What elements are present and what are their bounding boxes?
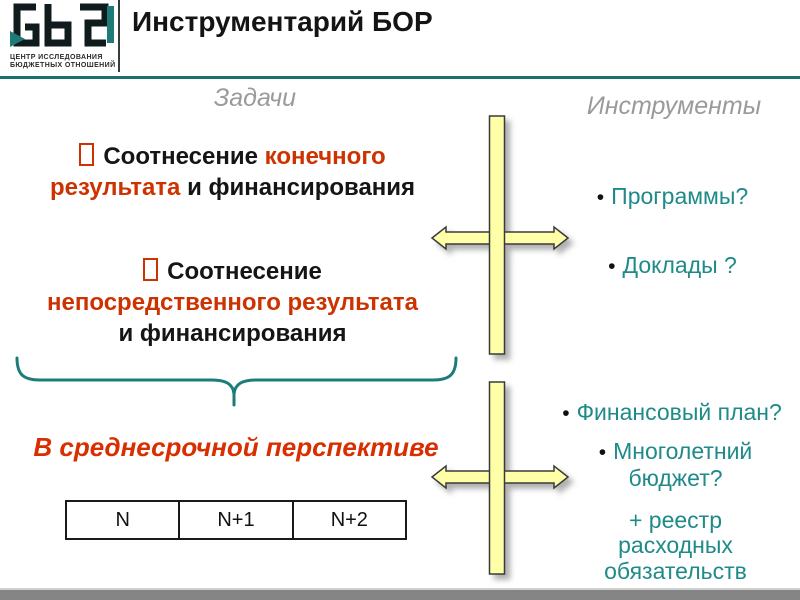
cross-arrow-icon-bottom <box>430 381 570 575</box>
tasks-heading: Задачи <box>213 84 297 112</box>
table-cell-n2: N+2 <box>291 502 405 538</box>
bullet-dot-icon: • <box>598 441 607 464</box>
task-item-2: Соотнесение непосредственного результата… <box>15 256 450 349</box>
task1-line2: результата и финансирования <box>15 172 450 203</box>
task2-line1: Соотнесение <box>15 256 450 287</box>
task1-line1-red: конечного <box>264 143 386 170</box>
logo-caption-line1: ЦЕНТР ИССЛЕДОВАНИЯ <box>10 54 103 61</box>
task2-line1-black: Соотнесение <box>167 258 322 285</box>
cross-arrow-icon-top <box>430 115 570 355</box>
logo-teal-bar <box>107 6 114 43</box>
bullet-dot-icon: • <box>608 255 616 278</box>
instrument-item-1-label: Программы? <box>611 183 749 209</box>
header-rule <box>0 76 800 79</box>
instrument-item-2: • Доклады ? <box>565 252 780 279</box>
footer-bar <box>0 588 800 600</box>
logo-caption: ЦЕНТР ИССЛЕДОВАНИЯ БЮДЖЕТНЫХ ОТНОШЕНИЙ <box>10 54 116 70</box>
instrument-item-1: • Программы? <box>565 183 780 210</box>
task2-line2-red: непосредственного результата <box>47 289 418 316</box>
task1-line1: Соотнесение конечного <box>15 141 450 172</box>
instrument-item-4: • Многолетний бюджет? <box>578 438 773 492</box>
table-cell-n: N <box>115 508 130 531</box>
task1-line2-red: результата <box>49 174 181 201</box>
midterm-note: В среднесрочной перспективе <box>33 432 439 462</box>
task2-line3-black: и финансирования <box>118 320 347 347</box>
task1-line2-black: и финансирования <box>187 174 416 201</box>
page-title: Инструментарий БОР <box>132 6 433 37</box>
instruments-heading: Инструменты <box>586 92 762 120</box>
bullet-dot-icon: • <box>562 402 570 425</box>
instrument-item-2-label: Доклады ? <box>622 252 737 278</box>
header-divider <box>118 0 120 72</box>
brace-icon <box>15 356 458 407</box>
instrument-item-3-label: Финансовый план? <box>576 399 782 425</box>
instrument-item-3: • Финансовый план? <box>553 399 791 426</box>
logo-caption-line2: БЮДЖЕТНЫХ ОТНОШЕНИЙ <box>10 62 116 70</box>
bullet-dot-icon: • <box>596 186 605 209</box>
logo-mark-icon <box>10 3 114 47</box>
logo: ЦЕНТР ИССЛЕДОВАНИЯ БЮДЖЕТНЫХ ОТНОШЕНИЙ <box>10 2 116 74</box>
bullet-box-icon <box>79 143 95 166</box>
table-cell-n1: N+1 <box>178 502 291 538</box>
instrument-item-4-label: Многолетний бюджет? <box>613 438 753 492</box>
years-table: N N+1 N+2 <box>65 500 407 540</box>
logo-teal-wedge <box>10 31 25 47</box>
task1-line1-black: Соотнесение <box>103 143 258 170</box>
task-item-1: Соотнесение конечного результата и финан… <box>15 141 450 203</box>
bullet-box-icon <box>143 258 159 281</box>
registry-note: + реестр расходных обязательств <box>604 507 747 584</box>
